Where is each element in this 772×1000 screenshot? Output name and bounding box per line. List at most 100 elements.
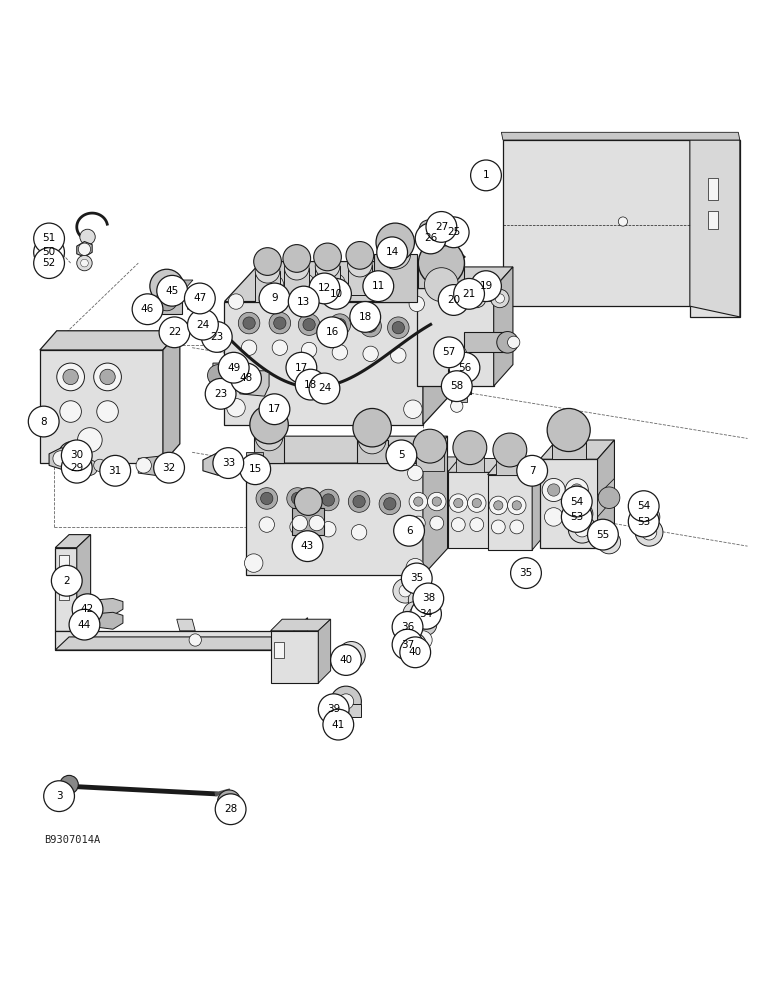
Polygon shape [254,437,284,463]
Circle shape [250,405,288,444]
Polygon shape [416,452,444,471]
Circle shape [449,352,480,383]
Text: 35: 35 [410,573,423,583]
Circle shape [406,558,425,577]
Text: 56: 56 [458,363,471,373]
Circle shape [414,631,432,649]
Circle shape [454,278,485,309]
Polygon shape [423,262,460,425]
Polygon shape [417,267,513,288]
Circle shape [34,237,65,268]
Text: 22: 22 [168,327,181,337]
Polygon shape [347,265,372,295]
Circle shape [489,496,507,515]
Circle shape [430,516,444,530]
Circle shape [363,346,378,362]
Circle shape [418,240,465,286]
Circle shape [561,502,592,532]
Circle shape [568,515,596,543]
Polygon shape [501,132,740,140]
Circle shape [261,492,273,505]
Circle shape [269,312,290,334]
Polygon shape [240,371,269,396]
Circle shape [468,289,486,308]
Circle shape [628,506,659,537]
Circle shape [547,408,591,452]
Text: 14: 14 [385,247,399,257]
Circle shape [471,160,501,191]
Circle shape [547,484,560,496]
Circle shape [486,288,494,297]
Circle shape [436,231,452,246]
Text: 51: 51 [42,233,56,243]
Circle shape [425,268,459,302]
Polygon shape [503,140,740,317]
Circle shape [320,278,351,309]
Circle shape [317,489,339,511]
Circle shape [628,491,659,522]
Circle shape [426,212,457,242]
Text: 6: 6 [406,526,412,536]
Circle shape [74,612,90,627]
Circle shape [454,498,463,508]
Text: 19: 19 [479,281,493,291]
Text: 18: 18 [359,312,372,322]
Circle shape [472,294,482,303]
Circle shape [598,487,620,508]
Circle shape [309,515,324,531]
Circle shape [434,337,465,368]
Text: 39: 39 [327,704,340,714]
Circle shape [495,294,504,303]
Polygon shape [690,140,740,317]
Circle shape [409,296,425,312]
Circle shape [450,352,469,371]
Circle shape [332,345,347,360]
Polygon shape [76,535,90,631]
Text: 10: 10 [330,289,343,299]
Circle shape [544,508,563,526]
Circle shape [348,491,370,512]
Polygon shape [151,292,182,314]
Circle shape [229,294,244,309]
Circle shape [75,597,93,615]
Circle shape [309,373,340,404]
Circle shape [360,315,381,337]
Polygon shape [271,631,318,683]
Text: 37: 37 [401,640,414,650]
Circle shape [510,558,541,588]
Circle shape [415,594,427,606]
Polygon shape [448,472,493,548]
Text: 16: 16 [326,327,339,337]
Text: 57: 57 [442,347,455,357]
Text: 50: 50 [42,247,56,257]
Circle shape [62,440,92,471]
Circle shape [379,493,401,515]
Circle shape [62,452,92,483]
Circle shape [399,585,411,597]
Circle shape [243,317,256,329]
Polygon shape [292,508,324,535]
Circle shape [411,516,425,530]
Polygon shape [177,619,195,631]
Circle shape [452,346,467,362]
Polygon shape [357,440,388,463]
Circle shape [470,518,484,532]
Circle shape [259,283,290,314]
Circle shape [274,317,286,329]
Polygon shape [56,548,76,631]
Polygon shape [213,363,244,388]
Polygon shape [225,262,460,302]
Circle shape [156,289,178,311]
Circle shape [394,515,425,546]
Text: 11: 11 [371,281,385,291]
Circle shape [380,238,411,269]
Circle shape [567,508,586,526]
Text: 18: 18 [304,380,317,390]
Circle shape [159,317,190,348]
Circle shape [493,433,527,467]
Circle shape [150,269,184,303]
Circle shape [576,508,588,520]
Circle shape [60,401,81,422]
Circle shape [327,274,345,292]
Circle shape [44,781,74,812]
